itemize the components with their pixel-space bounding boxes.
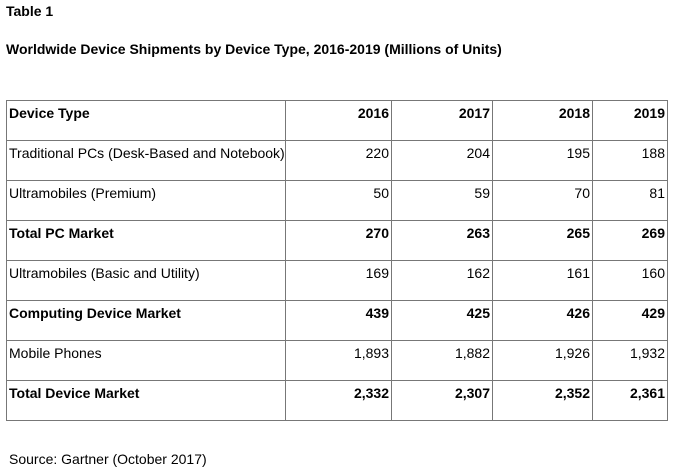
column-header-2018: 2018 — [492, 100, 593, 141]
column-header-device-type: Device Type — [6, 100, 286, 141]
row-label: Computing Device Market — [6, 300, 286, 341]
cell-value: 70 — [492, 180, 593, 221]
cell-value: 2,361 — [592, 380, 668, 421]
column-header-2017: 2017 — [391, 100, 493, 141]
cell-value: 263 — [391, 220, 493, 261]
cell-value: 439 — [285, 300, 392, 341]
cell-value: 2,352 — [492, 380, 593, 421]
cell-value: 425 — [391, 300, 493, 341]
row-label: Total PC Market — [6, 220, 286, 261]
row-label: Mobile Phones — [6, 340, 286, 381]
cell-value: 269 — [592, 220, 668, 261]
cell-value: 1,893 — [285, 340, 392, 381]
table-row: Traditional PCs (Desk-Based and Notebook… — [6, 140, 668, 181]
cell-value: 59 — [391, 180, 493, 221]
cell-value: 270 — [285, 220, 392, 261]
cell-value: 50 — [285, 180, 392, 221]
row-label: Traditional PCs (Desk-Based and Notebook… — [6, 140, 286, 181]
cell-value: 204 — [391, 140, 493, 181]
table-label: Table 1 — [6, 3, 54, 19]
table-title: Worldwide Device Shipments by Device Typ… — [6, 41, 502, 57]
table-body: Traditional PCs (Desk-Based and Notebook… — [6, 140, 668, 421]
cell-value: 2,307 — [391, 380, 493, 421]
cell-value: 160 — [592, 260, 668, 301]
source-note: Source: Gartner (October 2017) — [9, 451, 207, 467]
table-row: Total Device Market 2,332 2,307 2,352 2,361 — [6, 380, 668, 421]
cell-value: 195 — [492, 140, 593, 181]
column-header-2019: 2019 — [592, 100, 668, 141]
cell-value: 2,332 — [285, 380, 392, 421]
row-label: Total Device Market — [6, 380, 286, 421]
device-shipments-table: Device Type 2016 2017 2018 2019 Traditio… — [6, 100, 668, 421]
cell-value: 426 — [492, 300, 593, 341]
cell-value: 220 — [285, 140, 392, 181]
cell-value: 81 — [592, 180, 668, 221]
cell-value: 429 — [592, 300, 668, 341]
table-row: Computing Device Market 439 425 426 429 — [6, 300, 668, 341]
table-row: Ultramobiles (Basic and Utility) 169 162 16… — [6, 260, 668, 301]
cell-value: 1,882 — [391, 340, 493, 381]
table-row: Mobile Phones 1,893 1,882 1,926 1,932 — [6, 340, 668, 381]
cell-value: 188 — [592, 140, 668, 181]
cell-value: 1,932 — [592, 340, 668, 381]
cell-value: 1,926 — [492, 340, 593, 381]
table-row: Ultramobiles (Premium) 50 59 70 81 — [6, 180, 668, 221]
row-label: Ultramobiles (Basic and Utility) — [6, 260, 286, 301]
row-label: Ultramobiles (Premium) — [6, 180, 286, 221]
table-header-row: Device Type 2016 2017 2018 2019 — [6, 100, 668, 141]
cell-value: 162 — [391, 260, 493, 301]
cell-value: 161 — [492, 260, 593, 301]
cell-value: 265 — [492, 220, 593, 261]
table-row: Total PC Market 270 263 265 269 — [6, 220, 668, 261]
column-header-2016: 2016 — [285, 100, 392, 141]
cell-value: 169 — [285, 260, 392, 301]
